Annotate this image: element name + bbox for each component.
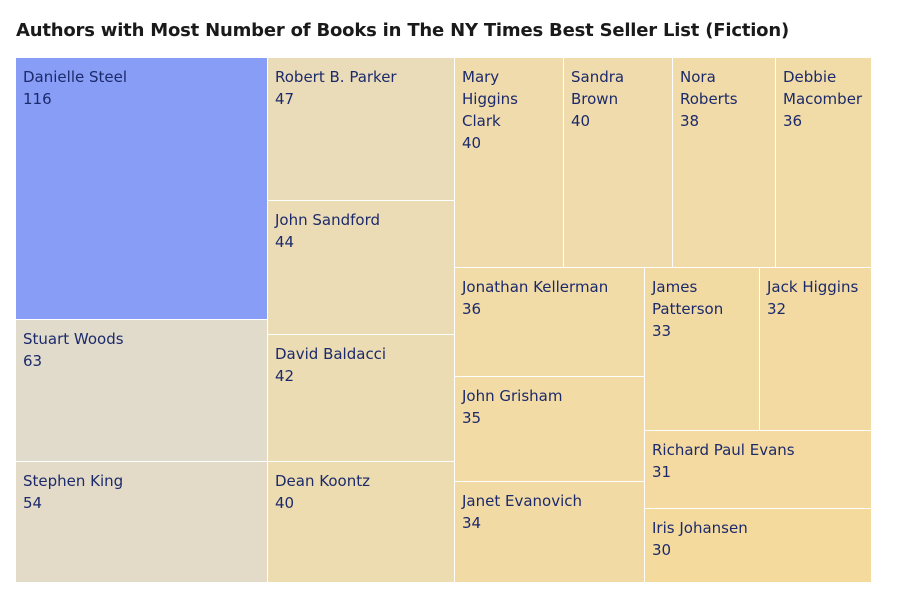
treemap-label: Jonathan Kellerman 36 xyxy=(462,276,638,320)
author-name: Dean Koontz xyxy=(275,472,370,490)
treemap-cell[interactable]: John Sandford 44 xyxy=(268,201,455,335)
treemap-label: James Patterson 33 xyxy=(652,276,753,342)
author-name: Richard Paul Evans xyxy=(652,441,795,459)
treemap-cell[interactable]: Janet Evanovich 34 xyxy=(455,482,645,583)
treemap-label: Stephen King 54 xyxy=(23,470,261,514)
treemap-label: Stuart Woods 63 xyxy=(23,328,261,372)
treemap-label: Danielle Steel 116 xyxy=(23,66,261,110)
book-count: 30 xyxy=(652,541,672,559)
treemap-label: John Grisham 35 xyxy=(462,385,638,429)
book-count: 36 xyxy=(462,300,482,318)
author-name: John Grisham xyxy=(462,387,563,405)
author-name: David Baldacci xyxy=(275,345,387,363)
book-count: 40 xyxy=(462,134,482,152)
treemap-label: Mary Higgins Clark 40 xyxy=(462,66,557,154)
author-name: Robert B. Parker xyxy=(275,68,397,86)
book-count: 42 xyxy=(275,367,295,385)
book-count: 35 xyxy=(462,409,482,427)
treemap-label: David Baldacci 42 xyxy=(275,343,448,387)
author-name: Nora Roberts xyxy=(680,68,738,108)
treemap-cell[interactable]: Debbie Macomber 36 xyxy=(776,58,872,268)
author-name: John Sandford xyxy=(275,211,381,229)
book-count: 47 xyxy=(275,90,295,108)
author-name: Sandra Brown xyxy=(571,68,625,108)
author-name: Jonathan Kellerman xyxy=(462,278,609,296)
book-count: 34 xyxy=(462,514,482,532)
treemap-cell[interactable]: Danielle Steel 116 xyxy=(16,58,268,320)
treemap-cell[interactable]: Jonathan Kellerman 36 xyxy=(455,268,645,377)
book-count: 40 xyxy=(275,494,295,512)
treemap-label: Robert B. Parker 47 xyxy=(275,66,448,110)
treemap-label: Richard Paul Evans 31 xyxy=(652,439,865,483)
treemap-label: Janet Evanovich 34 xyxy=(462,490,638,534)
treemap-label: John Sandford 44 xyxy=(275,209,448,253)
treemap-label: Jack Higgins 32 xyxy=(767,276,865,320)
treemap-label: Dean Koontz 40 xyxy=(275,470,448,514)
book-count: 40 xyxy=(571,112,591,130)
treemap-cell[interactable]: Mary Higgins Clark 40 xyxy=(455,58,564,268)
book-count: 54 xyxy=(23,494,43,512)
treemap-cell[interactable]: James Patterson 33 xyxy=(645,268,760,431)
treemap-cell[interactable]: Jack Higgins 32 xyxy=(760,268,872,431)
treemap-cell[interactable]: Dean Koontz 40 xyxy=(268,462,455,583)
treemap-chart: Danielle Steel 116 Stuart Woods 63 Stephen K… xyxy=(16,58,872,583)
treemap-cell[interactable]: Robert B. Parker 47 xyxy=(268,58,455,201)
book-count: 32 xyxy=(767,300,787,318)
treemap-cell[interactable]: John Grisham 35 xyxy=(455,377,645,482)
treemap-cell[interactable]: Stephen King 54 xyxy=(16,462,268,583)
treemap-label: Iris Johansen 30 xyxy=(652,517,865,561)
book-count: 44 xyxy=(275,233,295,251)
author-name: Stephen King xyxy=(23,472,124,490)
author-name: Debbie Macomber xyxy=(783,68,863,108)
book-count: 63 xyxy=(23,352,43,370)
chart-title: Authors with Most Number of Books in The… xyxy=(16,20,789,41)
treemap-cell[interactable]: Stuart Woods 63 xyxy=(16,320,268,462)
treemap-cell[interactable]: David Baldacci 42 xyxy=(268,335,455,462)
book-count: 33 xyxy=(652,322,672,340)
treemap-label: Debbie Macomber 36 xyxy=(783,66,865,132)
author-name: Danielle Steel xyxy=(23,68,128,86)
treemap-label: Nora Roberts 38 xyxy=(680,66,769,132)
author-name: Stuart Woods xyxy=(23,330,124,348)
treemap-cell[interactable]: Sandra Brown 40 xyxy=(564,58,673,268)
author-name: Jack Higgins xyxy=(767,278,859,296)
author-name: James Patterson xyxy=(652,278,724,318)
treemap-cell[interactable]: Richard Paul Evans 31 xyxy=(645,431,872,509)
book-count: 36 xyxy=(783,112,803,130)
author-name: Mary Higgins Clark xyxy=(462,68,518,130)
treemap-cell[interactable]: Iris Johansen 30 xyxy=(645,509,872,583)
treemap-label: Sandra Brown 40 xyxy=(571,66,666,132)
book-count: 31 xyxy=(652,463,672,481)
book-count: 116 xyxy=(23,90,52,108)
book-count: 38 xyxy=(680,112,700,130)
author-name: Janet Evanovich xyxy=(462,492,583,510)
author-name: Iris Johansen xyxy=(652,519,748,537)
treemap-cell[interactable]: Nora Roberts 38 xyxy=(673,58,776,268)
